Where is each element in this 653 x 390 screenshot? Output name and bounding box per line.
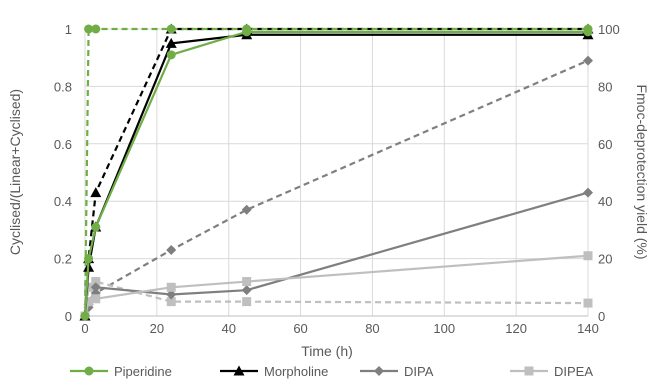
- series-piperidine-point: [166, 50, 176, 60]
- series-dipea-yield-point: [84, 282, 94, 292]
- y-tick-label: 0.6: [54, 137, 72, 152]
- series-piperidine-point: [80, 311, 90, 321]
- series-dipea-point: [583, 251, 593, 261]
- series-dipa-yield-point: [241, 204, 252, 215]
- series-morpholine-point: [165, 37, 177, 48]
- legend-item-morpholine: Morpholine: [220, 364, 328, 379]
- series-dipa-point: [90, 282, 101, 293]
- y2-tick-label: 100: [598, 22, 620, 37]
- x-tick-label: 40: [221, 321, 235, 336]
- x-axis-label: Time (h): [301, 343, 353, 359]
- x-tick-label: 100: [433, 321, 455, 336]
- series-piperidine-yield-point: [91, 24, 101, 34]
- legend-swatch-marker: [374, 366, 384, 376]
- legend-swatch-marker: [233, 365, 245, 376]
- legend-label: DIPEA: [554, 364, 593, 379]
- series-piperidine-point: [91, 222, 101, 232]
- legend-item-dipea: DIPEA: [510, 364, 593, 379]
- x-tick-label: 60: [293, 321, 307, 336]
- series-dipea-point: [84, 297, 94, 307]
- y2-tick-label: 60: [598, 137, 612, 152]
- y2-tick-label: 0: [598, 309, 605, 324]
- x-tick-label: 120: [505, 321, 527, 336]
- series-dipa-point: [166, 289, 177, 300]
- legend-swatch-marker: [84, 366, 94, 376]
- axis-labels: Time (h) Cyclised/(Linear+Cyclised) Fmoc…: [7, 84, 650, 359]
- y-tick-label: 0.4: [54, 194, 72, 209]
- series-dipea-point: [242, 277, 252, 287]
- series-piperidine-point: [84, 254, 94, 264]
- y2-tick-label: 40: [598, 194, 612, 209]
- series-layer: [79, 23, 594, 321]
- y2-axis-label: Fmoc-deprotection yield (%): [634, 84, 650, 259]
- y2-tick-label: 80: [598, 79, 612, 94]
- series-dipa-yield-point: [166, 244, 177, 255]
- series-piperidine-yield-point: [84, 24, 94, 34]
- x-tick-label: 0: [81, 321, 88, 336]
- series-dipa-yield-point: [583, 55, 593, 66]
- series-dipea-yield-point: [166, 297, 176, 307]
- series-piperidine-yield-line: [83, 27, 588, 317]
- x-tick-label: 140: [577, 321, 599, 336]
- series-dipea-yield-point: [583, 298, 593, 308]
- y-tick-label: 1: [65, 22, 72, 37]
- series-morpholine-yield-line: [83, 27, 588, 317]
- legend-swatch-marker: [524, 366, 534, 376]
- series-piperidine-yield-point: [166, 24, 176, 34]
- series-morpholine-yield-point: [90, 187, 102, 198]
- series-piperidine-point: [242, 27, 252, 37]
- series-piperidine-point: [583, 27, 593, 37]
- y2-tick-label: 20: [598, 252, 612, 267]
- legend-label: Morpholine: [264, 364, 328, 379]
- y-axis-label: Cyclised/(Linear+Cyclised): [7, 89, 23, 255]
- series-dipea-point: [91, 294, 101, 304]
- y-tick-label: 0: [65, 309, 72, 324]
- series-dipea-yield-point: [242, 297, 252, 307]
- series-dipa-line: [83, 191, 589, 317]
- axes: 0 20 40 60 80 100 120 14000.20.40.60.8102040608…: [54, 22, 620, 336]
- x-tick-label: 80: [365, 321, 379, 336]
- series-dipa-yield-line: [83, 59, 589, 317]
- legend-item-piperidine: Piperidine: [70, 364, 172, 379]
- series-dipea-point: [166, 282, 176, 292]
- series-dipea-yield-line: [83, 280, 589, 317]
- y-tick-label: 0.8: [54, 79, 72, 94]
- legend-label: DIPA: [404, 364, 434, 379]
- legend-label: Piperidine: [114, 364, 172, 379]
- series-dipea-yield-point: [91, 277, 101, 287]
- y-tick-label: 0.2: [54, 252, 72, 267]
- x-tick-label: 20: [150, 321, 164, 336]
- series-dipa-point: [583, 187, 593, 198]
- series-dipa-point: [241, 285, 252, 296]
- legend-item-dipa: DIPA: [360, 364, 434, 379]
- legend: Piperidine Morpholine DIPA DIPEA: [70, 364, 593, 379]
- series-piperidine-line: [83, 30, 588, 317]
